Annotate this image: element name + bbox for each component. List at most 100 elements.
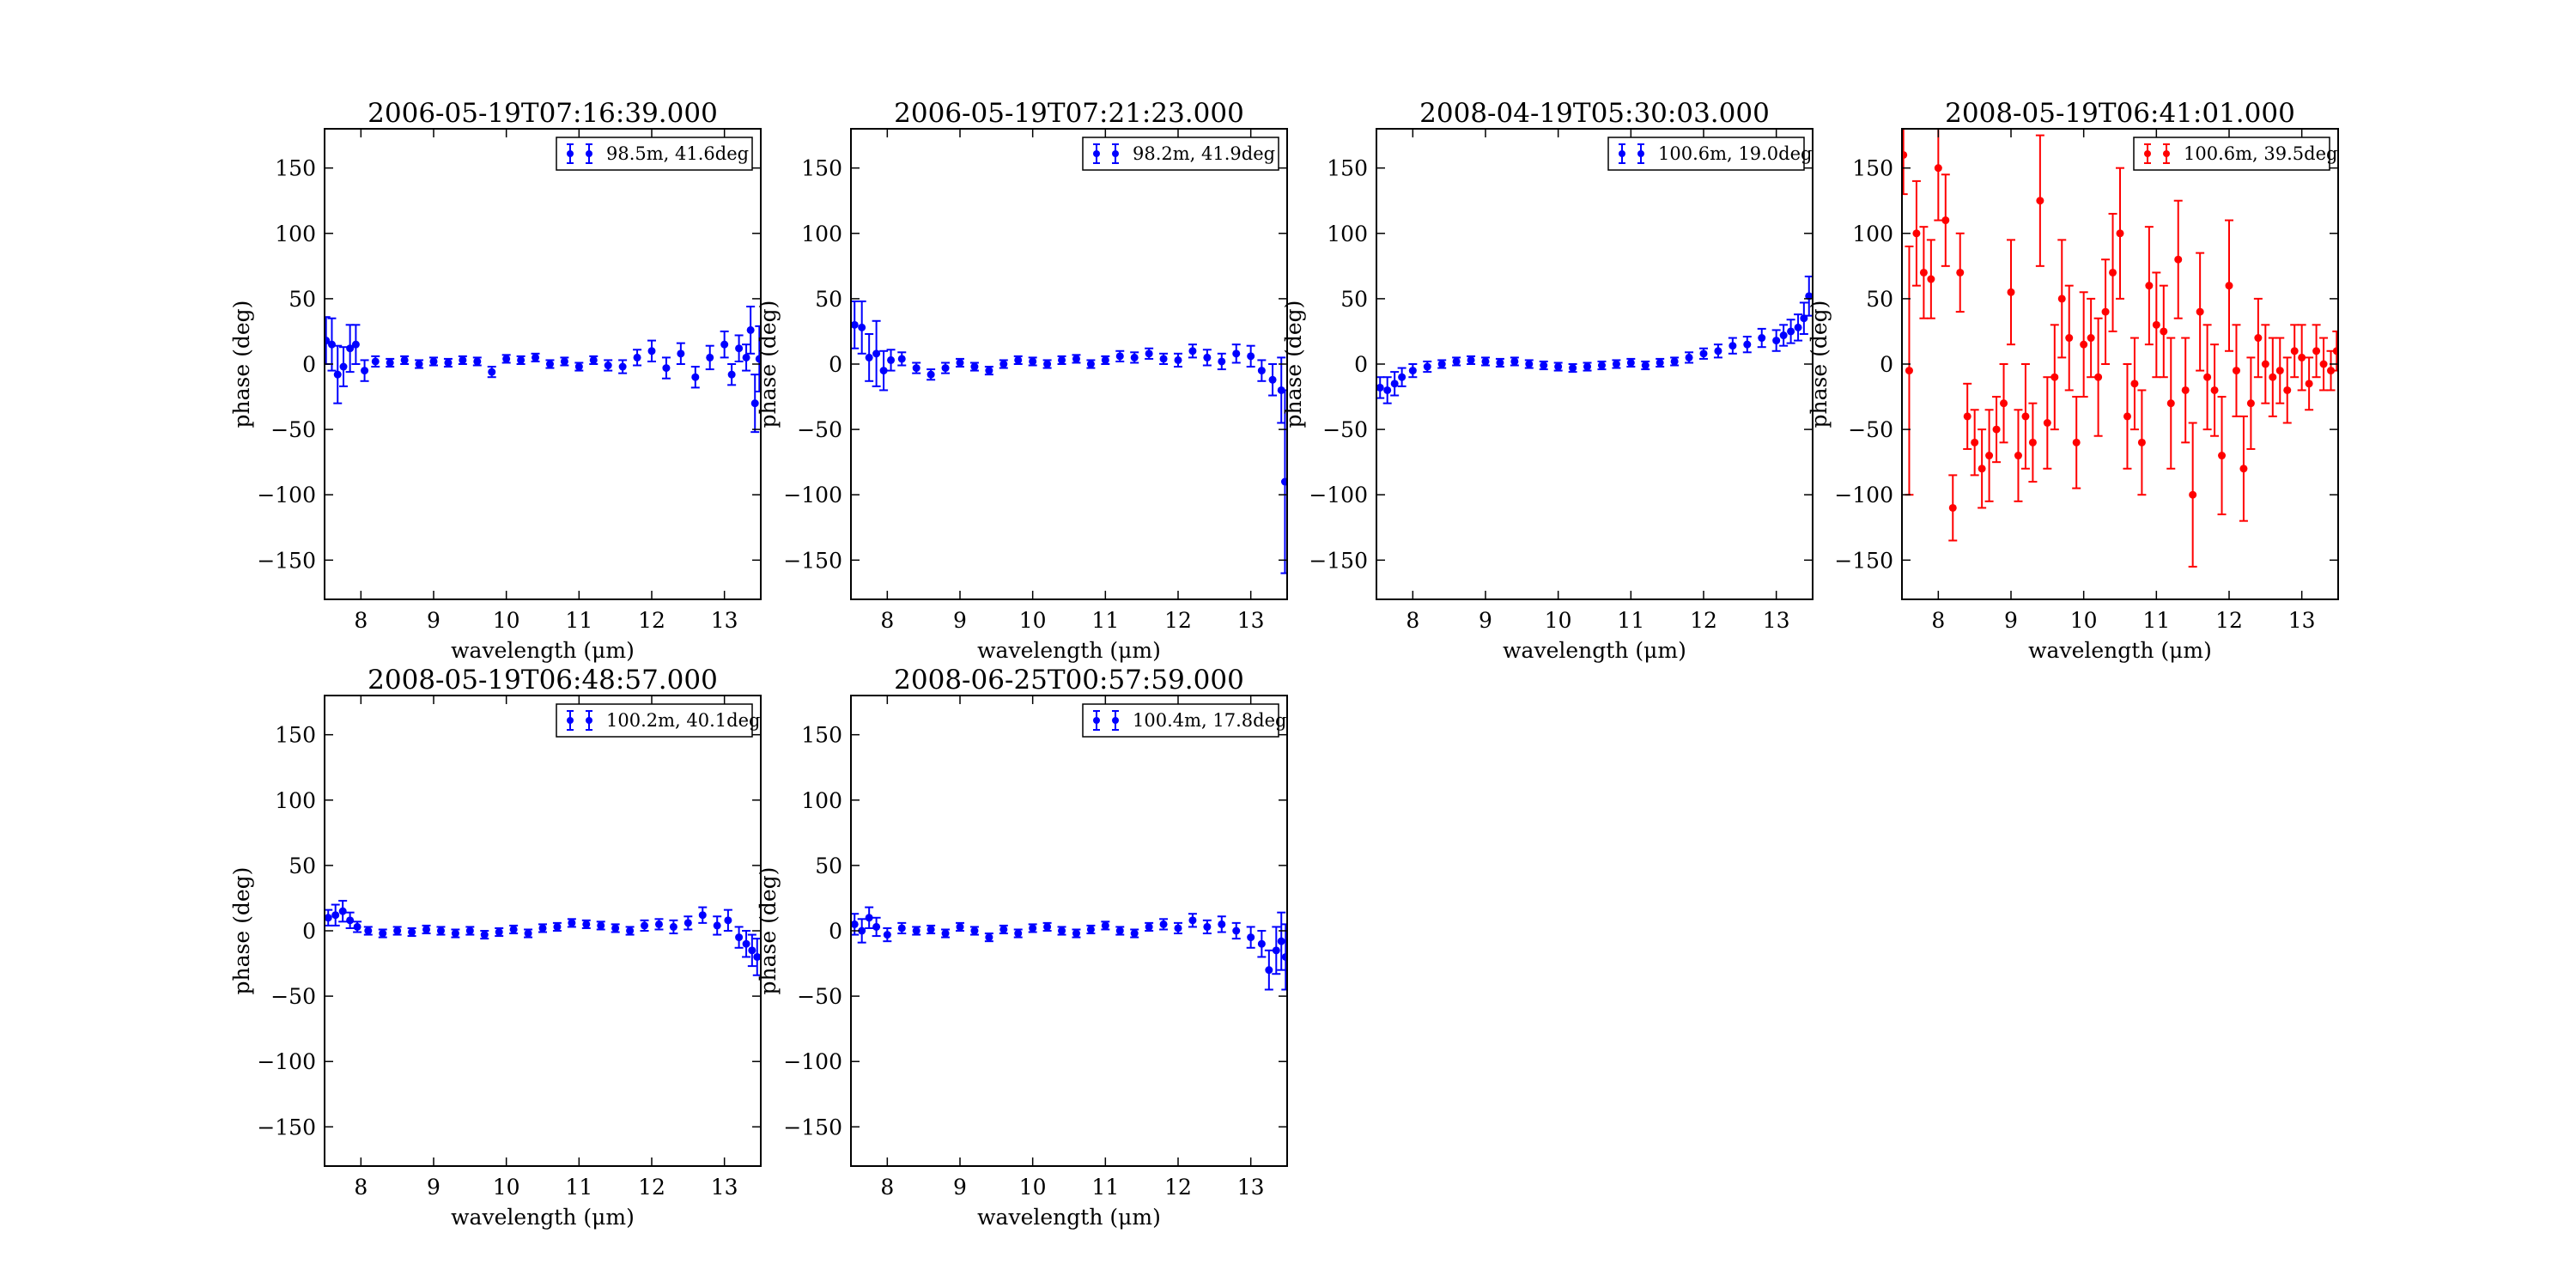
legend: 100.2m, 40.1deg xyxy=(556,703,760,738)
y-tick-label: −50 xyxy=(1848,417,1893,442)
data-point xyxy=(618,362,627,371)
data-point xyxy=(1423,362,1431,371)
data-point xyxy=(1188,347,1197,355)
subplot-6: 8 9 10 11 12 13 150 100 50 0 −50 −100 −150 2008-06-25… xyxy=(756,665,1288,1230)
data-point xyxy=(1130,353,1139,361)
y-axis-label: phase (deg) xyxy=(229,301,254,428)
data-point xyxy=(415,360,423,368)
data-point xyxy=(574,362,583,371)
data-point xyxy=(654,920,663,928)
data-point xyxy=(2043,419,2051,427)
data-point xyxy=(371,357,380,366)
x-tick-label: 10 xyxy=(1019,608,1047,633)
data-series xyxy=(325,306,761,434)
data-point xyxy=(444,358,453,367)
x-tick-label: 13 xyxy=(1237,1175,1265,1200)
data-point xyxy=(1218,920,1226,928)
data-point xyxy=(2036,197,2044,205)
y-tick-label: 100 xyxy=(1327,222,1368,246)
data-point xyxy=(1101,355,1109,364)
data-point xyxy=(1728,342,1737,350)
data-point xyxy=(1902,150,1908,159)
data-point xyxy=(1912,229,1921,238)
data-point xyxy=(858,323,866,331)
data-point xyxy=(2203,373,2212,381)
y-tick-label: 150 xyxy=(801,156,842,181)
data-point xyxy=(1496,358,1504,367)
data-point xyxy=(1743,340,1752,349)
data-point xyxy=(338,907,347,915)
x-tick-label: 8 xyxy=(1931,608,1945,633)
subplot-title: 2008-05-19T06:41:01.000 xyxy=(1945,98,2295,129)
data-point xyxy=(1956,268,1965,276)
subplot-2: 8 9 10 11 12 13 150 100 50 0 −50 −100 −150 2006-05-19… xyxy=(756,98,1288,663)
data-point xyxy=(851,320,859,329)
x-tick-label: 13 xyxy=(711,1175,738,1200)
x-tick-label: 12 xyxy=(1690,608,1717,633)
subplot-title: 2006-05-19T07:16:39.000 xyxy=(368,98,718,129)
data-point xyxy=(1043,360,1052,368)
x-tick-label: 8 xyxy=(354,1175,368,1200)
y-tick-label: −50 xyxy=(797,984,842,1009)
x-axis-label: wavelength (μm) xyxy=(2028,638,2212,663)
data-point xyxy=(750,399,759,408)
x-tick-label: 9 xyxy=(427,1175,440,1200)
data-series xyxy=(1376,276,1813,404)
data-point xyxy=(2210,386,2219,394)
x-tick-label: 11 xyxy=(565,608,592,633)
data-point xyxy=(1905,367,1913,375)
data-point xyxy=(538,924,547,933)
y-axis-label: phase (deg) xyxy=(756,301,781,428)
data-point xyxy=(325,914,332,922)
subplot-title: 2008-04-19T05:30:03.000 xyxy=(1419,98,1770,129)
data-point xyxy=(2094,373,2103,381)
y-tick-label: 150 xyxy=(275,156,316,181)
data-point xyxy=(1510,357,1519,366)
data-point xyxy=(1787,327,1795,336)
data-point xyxy=(985,367,993,375)
data-point xyxy=(1525,360,1534,368)
data-point xyxy=(2021,412,2030,421)
subplot-5: 8 9 10 11 12 13 150 100 50 0 −50 −100 −150 2008-05-19… xyxy=(229,665,762,1230)
y-tick-label: 100 xyxy=(801,788,842,813)
y-tick-label: 0 xyxy=(302,919,316,944)
x-tick-label: 13 xyxy=(2288,608,2316,633)
data-point xyxy=(408,928,416,937)
x-tick-label: 8 xyxy=(880,1175,894,1200)
x-tick-label: 11 xyxy=(1617,608,1644,633)
data-point xyxy=(1772,337,1781,345)
y-tick-label: −100 xyxy=(257,483,316,507)
data-point xyxy=(956,922,964,931)
data-point xyxy=(1481,357,1490,366)
data-point xyxy=(1408,367,1417,375)
data-point xyxy=(1779,331,1788,340)
data-point xyxy=(459,355,467,364)
data-point xyxy=(1437,360,1446,368)
x-tick-label: 12 xyxy=(1164,1175,1192,1200)
data-point xyxy=(897,355,906,363)
legend: 100.6m, 19.0deg xyxy=(1607,137,1812,171)
x-axis-label: wavelength (μm) xyxy=(977,1205,1161,1230)
data-point xyxy=(1554,362,1563,371)
y-tick-label: −50 xyxy=(797,417,842,442)
data-point xyxy=(2101,307,2110,316)
data-point xyxy=(2261,360,2269,368)
y-tick-label: 50 xyxy=(289,287,316,312)
data-point xyxy=(480,931,489,939)
x-tick-label: 10 xyxy=(493,608,520,633)
y-tick-label: 0 xyxy=(829,352,842,377)
x-axis-label: wavelength (μm) xyxy=(451,1205,635,1230)
data-point xyxy=(647,347,656,355)
data-point xyxy=(748,946,756,955)
subplot-title: 2006-05-19T07:21:23.000 xyxy=(894,98,1244,129)
data-point xyxy=(361,367,369,375)
data-point xyxy=(2239,465,2248,473)
data-point xyxy=(879,367,888,375)
subplot-1: 8 9 10 11 12 13 150 100 50 0 −50 −100 −150 2006-05-19… xyxy=(229,98,762,663)
data-point xyxy=(1583,362,1592,371)
data-point xyxy=(1670,357,1679,366)
data-point xyxy=(379,929,387,938)
x-tick-label: 8 xyxy=(1406,608,1419,633)
data-point xyxy=(1569,364,1577,373)
y-tick-label: 50 xyxy=(815,854,842,878)
